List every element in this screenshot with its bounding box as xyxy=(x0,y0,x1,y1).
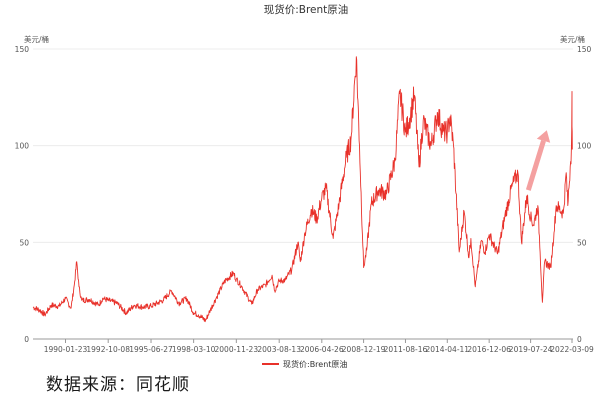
legend: 现货价:Brent原油 xyxy=(262,359,347,369)
x-tick-label: 2016-12-06 xyxy=(467,345,511,354)
gridlines xyxy=(33,48,573,340)
legend-label: 现货价:Brent原油 xyxy=(283,359,347,369)
x-tick-label: 2019-07-24 xyxy=(509,345,553,354)
chart-title: 现货价:Brent原油 xyxy=(264,3,349,16)
y-axis-unit-right: 美元/桶 xyxy=(560,34,585,44)
x-tick-label: 2014-04-11 xyxy=(425,345,469,354)
y-axis-right: 0 50 100 150 xyxy=(577,45,592,344)
y-tick-label: 0 xyxy=(577,335,582,344)
x-tick-label: 2011-08-16 xyxy=(384,345,428,354)
x-tick-label: 1995-06-27 xyxy=(129,345,173,354)
y-tick-label: 150 xyxy=(577,45,592,54)
arrow-head xyxy=(536,130,551,143)
x-tick-label: 1998-03-10 xyxy=(172,345,216,354)
x-tick-label: 2008-12-19 xyxy=(342,345,386,354)
y-tick-label: 150 xyxy=(15,45,30,54)
series-layer xyxy=(32,56,573,323)
x-tick-label: 2000-11-23 xyxy=(215,345,259,354)
x-tick-label: 1992-10-08 xyxy=(86,345,130,354)
y-tick-label: 100 xyxy=(15,142,30,151)
series-line-brent xyxy=(32,56,573,323)
x-tick-label: 1990-01-23 xyxy=(44,345,88,354)
y-tick-label: 0 xyxy=(24,335,29,344)
x-axis: 1990-01-23 1992-10-08 1995-06-27 1998-03-10… xyxy=(33,338,594,354)
x-tick-label: 2022-03-09 xyxy=(550,345,594,354)
x-tick-label: 2003-08-13 xyxy=(257,345,301,354)
x-tick-label: 2006-04-26 xyxy=(300,345,344,354)
data-source-note: 数据来源：同花顺 xyxy=(46,375,190,395)
trend-arrow-annotation xyxy=(525,130,551,191)
y-tick-label: 50 xyxy=(19,238,29,247)
arrow-shaft xyxy=(525,139,546,191)
y-tick-label: 50 xyxy=(577,238,587,247)
y-axis-unit-left: 美元/桶 xyxy=(24,34,49,44)
y-axis-left: 0 50 100 150 xyxy=(15,45,30,344)
y-tick-label: 100 xyxy=(577,142,592,151)
